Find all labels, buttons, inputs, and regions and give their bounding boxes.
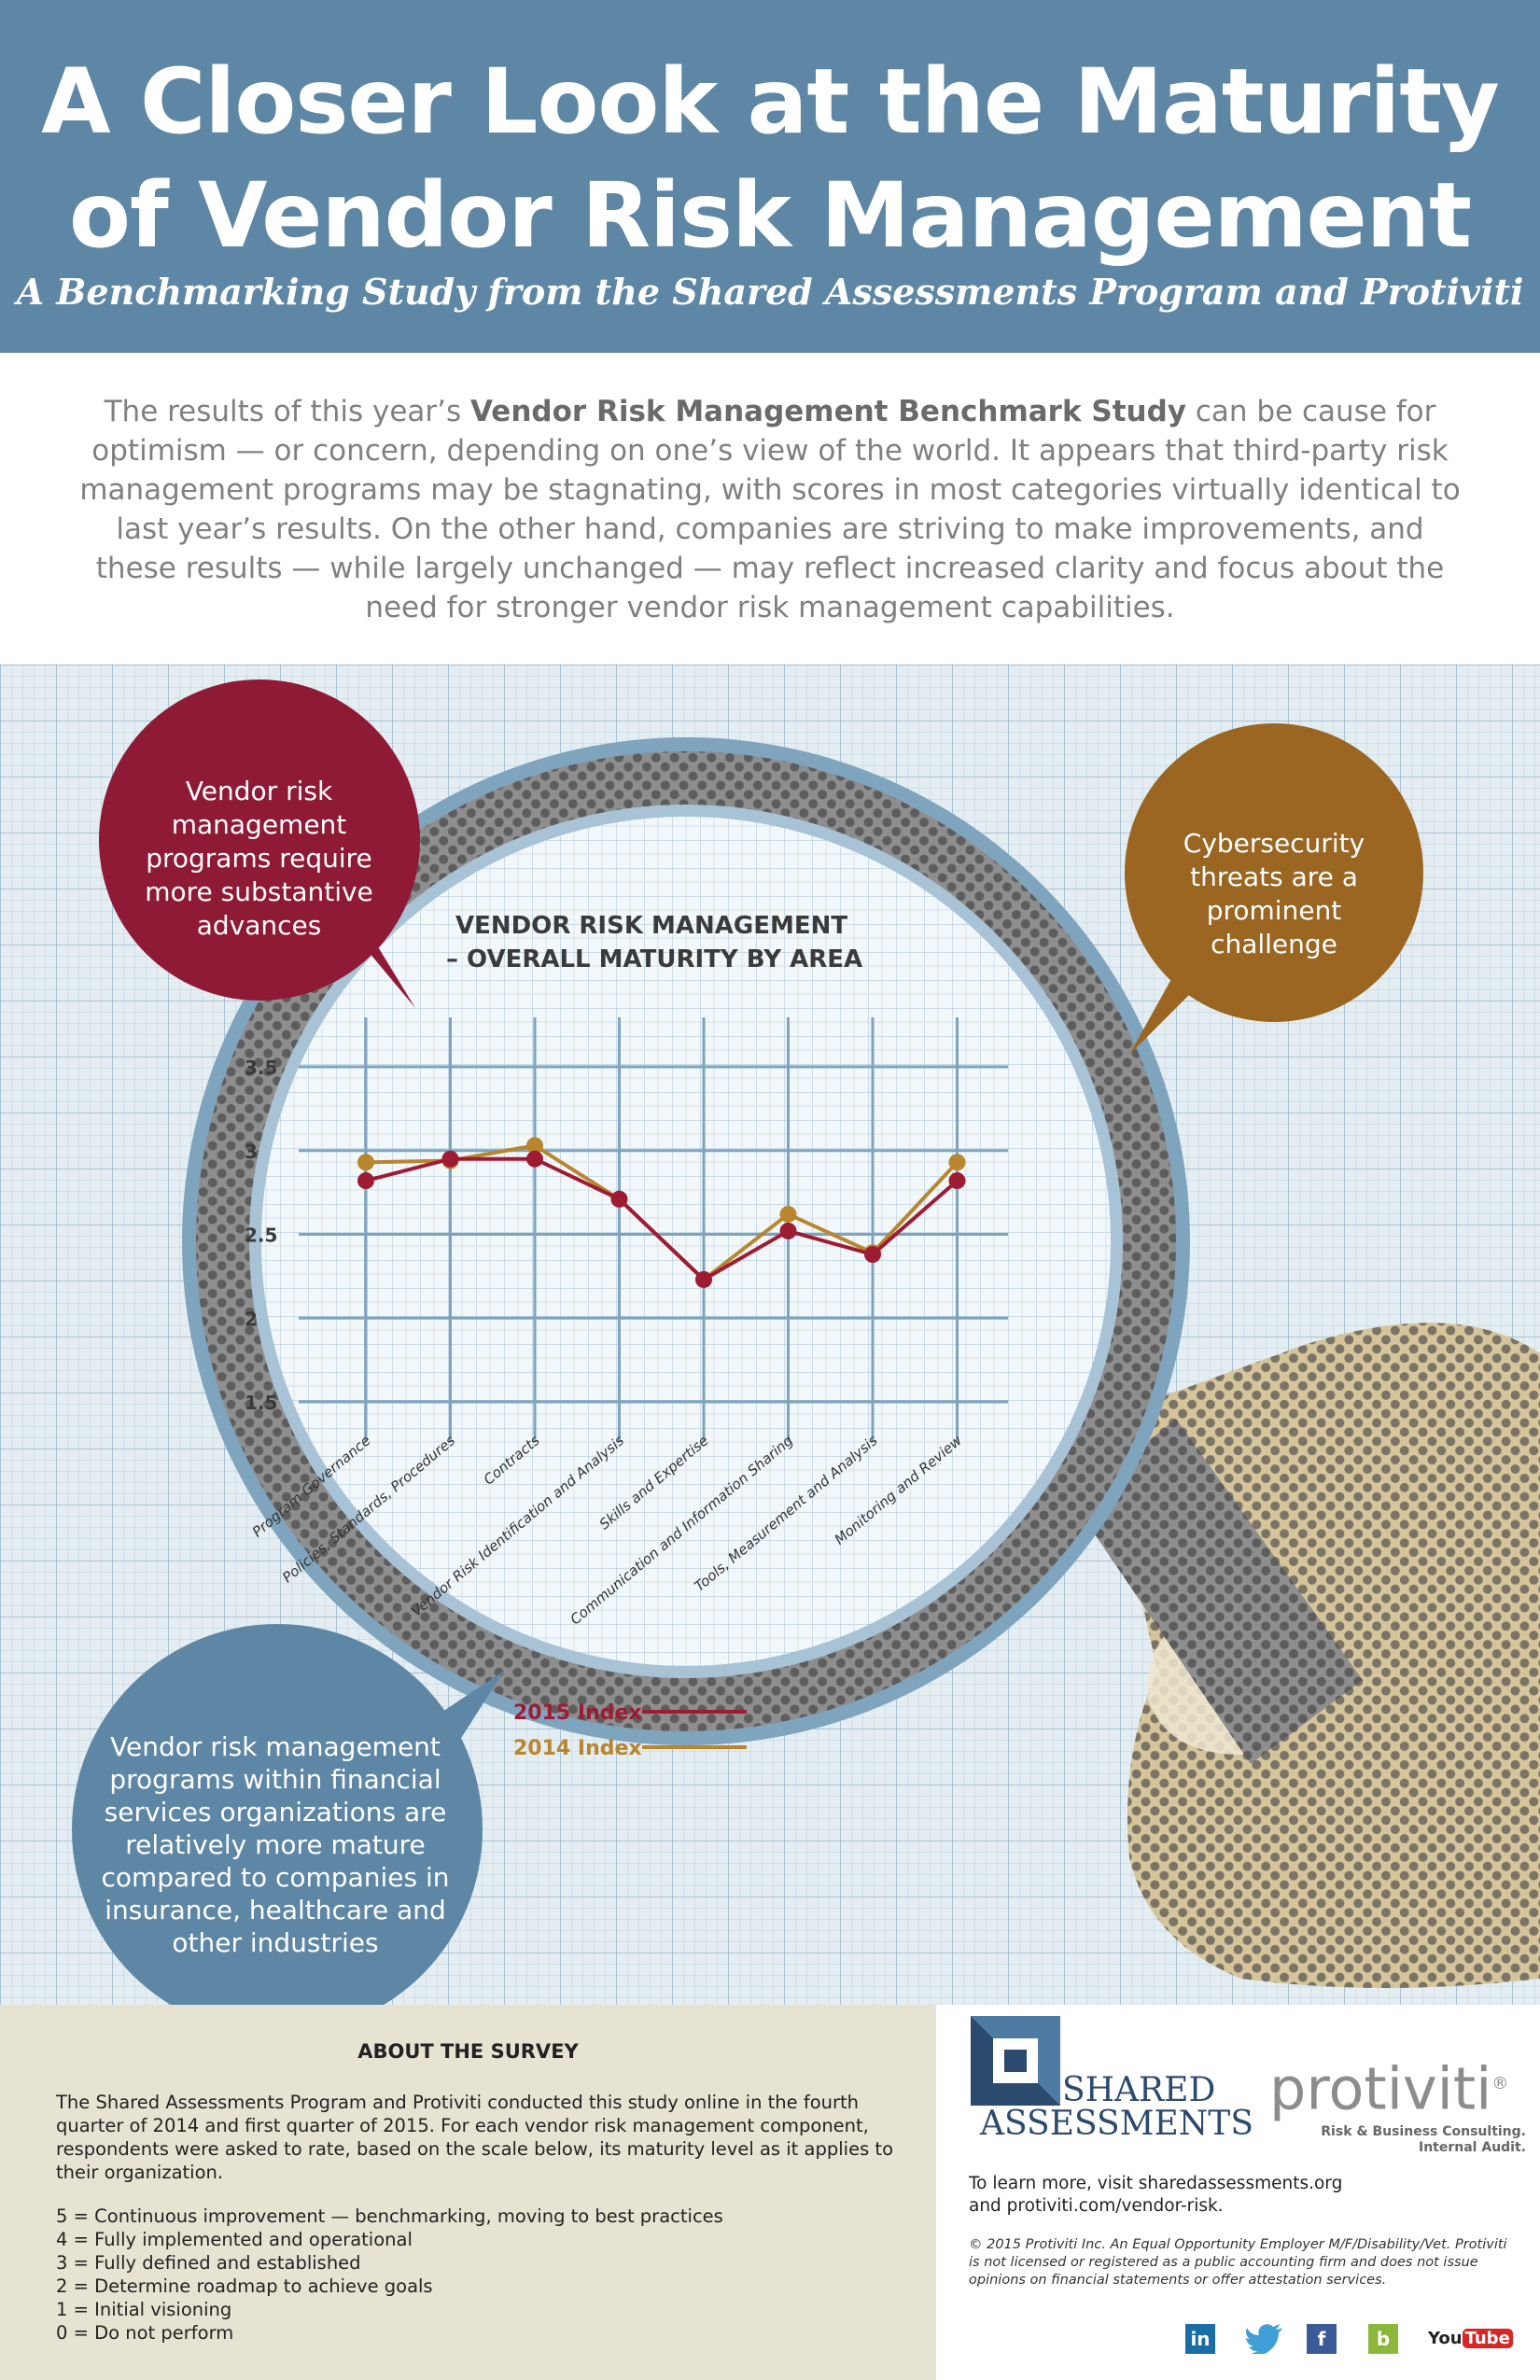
intro-paragraph: The results of this year’s Vendor Risk M… — [75, 392, 1465, 627]
bubble-red — [99, 679, 420, 1008]
legend-label: 2014 Index — [513, 1737, 642, 1760]
intro-part-1: The results of this year’s — [104, 395, 470, 428]
protiviti-logo[interactable]: protiviti® — [1269, 2051, 1508, 2122]
scale-item-5: 5 = Continuous improvement — benchmarkin… — [56, 2205, 723, 2227]
data-point-2015 — [610, 1190, 628, 1208]
page-subtitle: A Benchmarking Study from the Shared Ass… — [16, 271, 1524, 313]
data-point-2015 — [695, 1270, 712, 1288]
shared-logo-line-1: SHARED — [1062, 2071, 1216, 2109]
y-tick-label: 2.5 — [245, 1225, 277, 1247]
survey-panel — [0, 2005, 936, 2380]
data-point-2015 — [526, 1150, 543, 1168]
legal-notice: © 2015 Protiviti Inc. An Equal Opportuni… — [969, 2237, 1507, 2288]
bubble-brown-text: Cybersecurity threats are a prominent ch… — [1183, 828, 1365, 959]
y-tick-label: 3.5 — [245, 1057, 277, 1079]
magnifier-handle — [1073, 1419, 1363, 1764]
learn-more-line-2[interactable]: and protiviti.com/vendor-risk. — [969, 2196, 1224, 2216]
scale-item-1: 1 = Initial visioning — [56, 2299, 232, 2320]
data-point-2015 — [441, 1150, 459, 1168]
protiviti-wordmark: protiviti — [1269, 2054, 1492, 2123]
data-point-2015 — [779, 1222, 797, 1239]
shared-logo-line-2: ASSESSMENTS — [980, 2105, 1253, 2143]
series-line-2015-index — [365, 1156, 959, 1282]
chart-title-line-1: VENDOR RISK MANAGEMENT — [455, 912, 847, 940]
protiviti-tagline-1: Risk & Business Consulting. — [1321, 2124, 1526, 2139]
header-banner: A Closer Look at the Maturity of Vendor … — [0, 0, 1540, 353]
protiviti-tagline-2: Internal Audit. — [1419, 2140, 1526, 2155]
facebook-icon[interactable]: f — [1307, 2324, 1337, 2354]
learn-more-line-1[interactable]: To learn more, visit sharedassessments.o… — [969, 2174, 1343, 2193]
legend-label: 2015 Index — [513, 1701, 642, 1725]
bubble-brown — [1125, 723, 1423, 1055]
data-point-2015 — [864, 1246, 881, 1264]
twitter-icon[interactable] — [1245, 2324, 1284, 2357]
data-point-2014 — [779, 1205, 797, 1223]
youtube-icon[interactable]: You Tube — [1428, 2324, 1513, 2354]
scale-item-3: 3 = Fully defined and established — [56, 2252, 361, 2274]
data-point-2014 — [948, 1154, 966, 1171]
y-tick-label: 1.5 — [245, 1392, 277, 1414]
bubble-blue — [72, 1624, 504, 2035]
data-point-2015 — [948, 1172, 966, 1190]
survey-title: ABOUT THE SURVEY — [357, 2040, 579, 2063]
page-title: A Closer Look at the Maturity of Vendor … — [0, 45, 1540, 273]
blog-icon[interactable]: b — [1368, 2324, 1398, 2354]
chart-title-line-2: – OVERALL MATURITY BY AREA — [446, 945, 862, 973]
survey-description: The Shared Assessments Program and Proti… — [56, 2092, 893, 2183]
data-point-2014 — [526, 1137, 543, 1155]
y-tick-label: 3 — [245, 1141, 258, 1163]
protiviti-tagline: Risk & Business Consulting. Internal Aud… — [1311, 2124, 1526, 2156]
twitter-bird-icon — [1245, 2324, 1282, 2357]
scale-item-0: 0 = Do not perform — [56, 2322, 234, 2344]
data-point-2014 — [357, 1154, 374, 1171]
bubble-blue-text: Vendor risk management programs within f… — [101, 1731, 450, 1958]
registered-mark: ® — [1491, 2074, 1509, 2093]
scale-item-2: 2 = Determine roadmap to achieve goals — [56, 2275, 433, 2297]
bubble-red-text: Vendor risk management programs require … — [145, 776, 373, 941]
intro-part-2: can be cause for optimism — or concern, … — [79, 395, 1461, 624]
scale-item-4: 4 = Fully implemented and operational — [56, 2229, 413, 2250]
intro-study-name: Vendor Risk Management Benchmark Study — [470, 395, 1186, 428]
magnifier-lens — [261, 817, 1111, 1666]
y-tick-label: 2 — [245, 1308, 258, 1330]
survey-scale: 5 = Continuous improvement — benchmarkin… — [56, 2205, 896, 2345]
title-line-1: A Closer Look at the Maturity — [41, 49, 1500, 154]
linkedin-icon[interactable]: in — [1185, 2324, 1215, 2354]
data-point-2015 — [357, 1172, 374, 1190]
title-line-2: of Vendor Risk Management — [69, 163, 1472, 268]
learn-more: To learn more, visit sharedassessments.o… — [969, 2173, 1510, 2218]
